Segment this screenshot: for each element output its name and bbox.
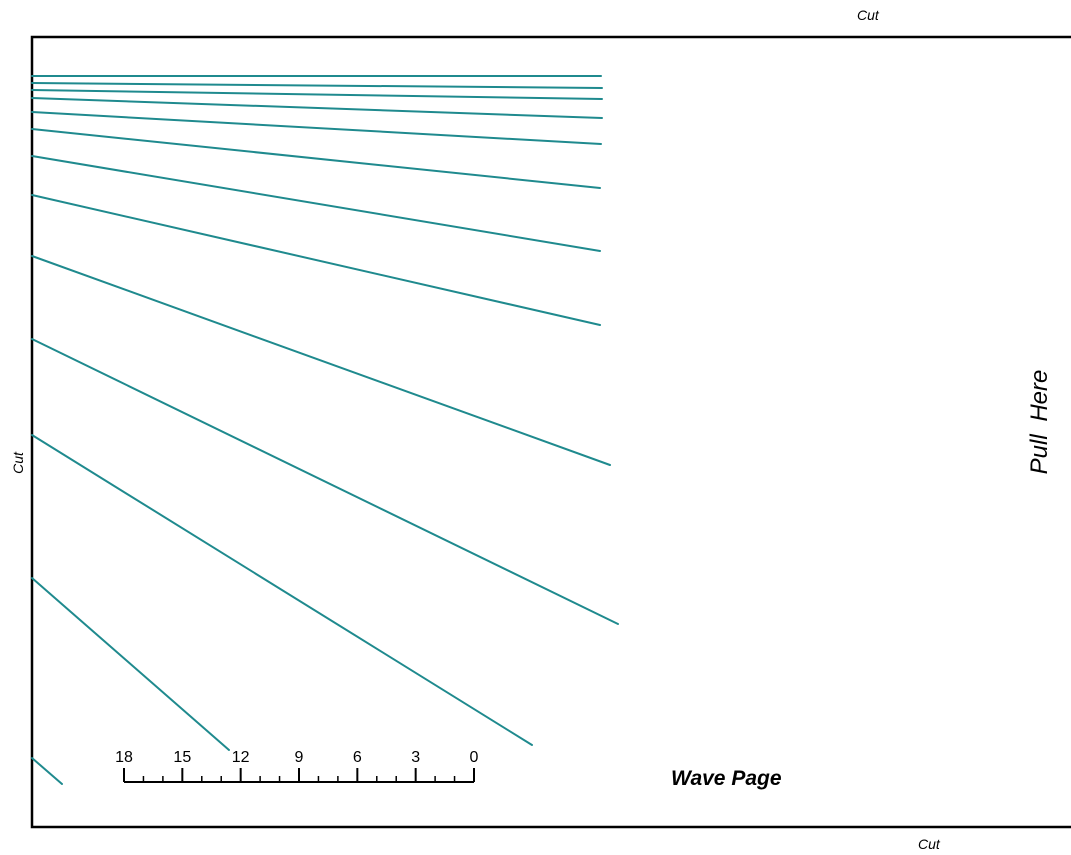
wave-line-5: [31, 111, 602, 145]
wave-line-10: [31, 338, 619, 625]
wave-line-4: [31, 97, 603, 119]
wave-line-9: [31, 255, 611, 466]
wave-line-11: [31, 434, 533, 746]
wave-lines: [31, 75, 619, 785]
wave-page-title: Wave Page: [671, 767, 782, 790]
scale-label: 12: [232, 749, 250, 766]
wave-line-3: [31, 89, 603, 100]
cut-label-top: Cut: [857, 7, 879, 23]
distance-scale: 18 15 12 9 6 3 0: [115, 749, 479, 783]
wave-line-7: [31, 155, 601, 252]
scale-label: 18: [115, 749, 133, 766]
scale-label: 15: [173, 749, 191, 766]
wave-line-6: [31, 128, 601, 189]
scale-label: 0: [470, 749, 479, 766]
sheet-border: [30, 35, 1071, 829]
wave-line-13: [31, 757, 63, 785]
scale-label: 9: [295, 749, 304, 766]
scale-label: 3: [411, 749, 420, 766]
scale-label: 6: [353, 749, 362, 766]
wave-line-8: [31, 194, 601, 326]
wave-line-12: [31, 577, 230, 751]
wave-line-2: [31, 82, 603, 89]
cut-label-bottom: Cut: [918, 836, 940, 852]
